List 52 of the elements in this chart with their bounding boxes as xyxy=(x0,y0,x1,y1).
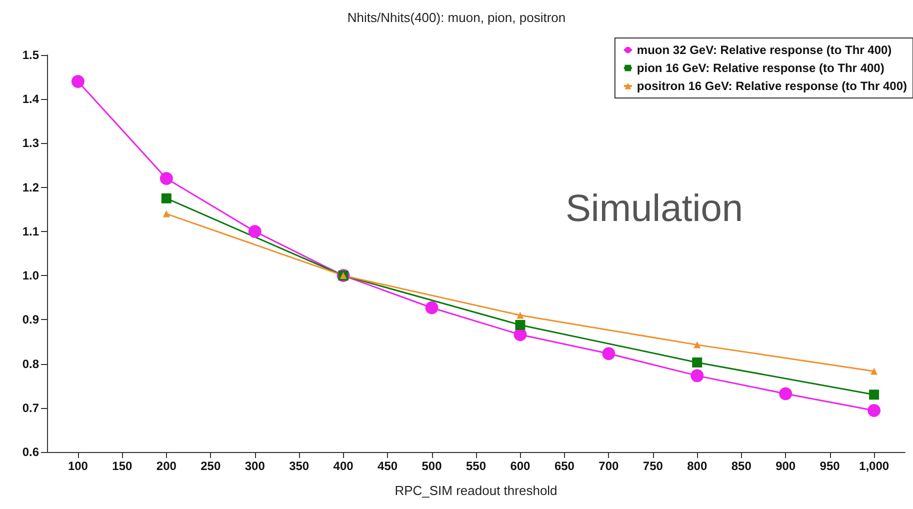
x-tick-label: 800 xyxy=(687,459,708,473)
y-tick-label: 1.0 xyxy=(22,268,40,283)
y-tick-label: 0.8 xyxy=(22,356,40,371)
point xyxy=(425,301,438,314)
legend-label: positron 16 GeV: Relative response (to Thr 400) xyxy=(636,79,908,93)
point xyxy=(690,369,704,382)
x-tick-label: 850 xyxy=(731,459,752,473)
x-tick-label: 550 xyxy=(466,459,486,473)
annotation: Simulation xyxy=(566,188,743,230)
x-tick-label: 350 xyxy=(289,459,310,473)
y-tick-label: 0.7 xyxy=(22,400,40,415)
x-tick-label: 400 xyxy=(333,459,354,473)
point xyxy=(248,224,262,238)
x-tick-label: 750 xyxy=(642,459,664,473)
x-tick-label: 450 xyxy=(378,459,398,473)
point xyxy=(868,404,881,418)
x-tick-label: 1,000 xyxy=(859,459,890,473)
point xyxy=(162,210,170,218)
point xyxy=(779,387,792,400)
point xyxy=(515,320,526,330)
x-tick-label: 600 xyxy=(510,459,531,473)
x-tick-label: 700 xyxy=(598,459,620,473)
point xyxy=(869,390,880,400)
legend-label: pion 16 GeV: Relative response (to Thr 400) xyxy=(636,61,884,75)
x-tick-label: 150 xyxy=(112,459,133,473)
x-tick-label: 900 xyxy=(776,459,796,473)
point xyxy=(71,74,84,88)
y-tick-label: 1.5 xyxy=(22,48,40,62)
x-tick-label: 250 xyxy=(200,459,221,473)
point xyxy=(160,172,173,186)
x-tick-label: 200 xyxy=(156,459,177,473)
point xyxy=(602,347,616,360)
y-tick-label: 0.6 xyxy=(22,445,40,459)
y-tick-label: 1.1 xyxy=(22,224,40,238)
x-tick-label: 300 xyxy=(244,459,266,473)
x-tick-label: 650 xyxy=(554,459,575,473)
x-tick-label: 950 xyxy=(820,459,840,473)
x-axis-title: RPC_SIM readout threshold xyxy=(394,483,558,498)
legend-label: muon 32 GeV: Relative response (to Thr 400) xyxy=(636,43,892,57)
y-tick-label: 1.2 xyxy=(22,180,40,194)
point xyxy=(516,312,524,319)
point xyxy=(870,368,878,375)
point xyxy=(514,328,527,342)
point xyxy=(694,341,701,348)
x-tick-label: 100 xyxy=(68,459,88,473)
x-tick-label: 500 xyxy=(422,459,442,473)
y-tick-label: 1.4 xyxy=(22,92,40,106)
y-tick-label: 1.3 xyxy=(22,136,40,150)
point xyxy=(161,193,172,204)
y-tick-label: 0.9 xyxy=(22,312,40,327)
chart-title: Nhits/Nhits(400): muon, pion, positron xyxy=(347,10,566,25)
point xyxy=(692,357,702,368)
